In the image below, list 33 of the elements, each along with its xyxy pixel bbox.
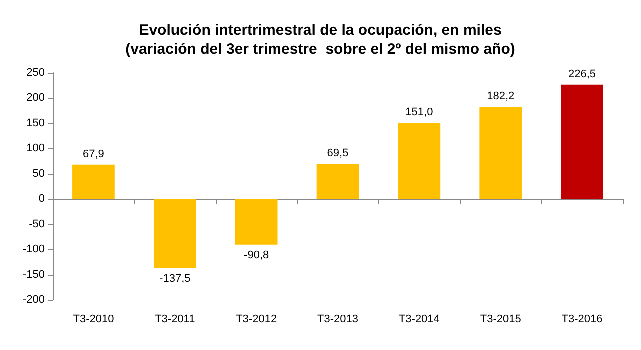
x-tick-label: T3-2012 <box>236 314 278 326</box>
x-tick-label: T3-2011 <box>155 314 196 326</box>
y-tick-label: -100 <box>22 244 45 256</box>
x-tick-label: T3-2013 <box>318 314 358 326</box>
x-tick-label: T3-2010 <box>73 314 114 326</box>
chart-title: Evolución intertrimestral de la ocupación, en miles <box>139 22 502 39</box>
x-tick-label: T3-2015 <box>480 314 522 326</box>
data-label: 151,0 <box>406 106 434 118</box>
chart-subtitle: (variación del 3er trimestre sobre el 2º del mismo año) <box>126 41 516 58</box>
y-tick-label: -50 <box>29 218 45 230</box>
data-label: 182,2 <box>487 90 515 103</box>
data-label: 67,9 <box>83 148 104 160</box>
y-tick-label: 200 <box>26 92 45 104</box>
data-label: 226,5 <box>568 68 596 80</box>
y-tick-label: 100 <box>26 142 45 155</box>
bar <box>235 199 278 245</box>
y-tick-label: -150 <box>22 268 45 281</box>
data-label: -137,5 <box>160 272 191 285</box>
x-tick-label: T3-2016 <box>562 314 603 326</box>
bar <box>480 107 522 200</box>
y-tick-label: 0 <box>38 193 45 206</box>
bar <box>398 122 441 200</box>
y-tick-label: -200 <box>22 294 45 306</box>
y-tick-label: 150 <box>26 117 45 130</box>
bar <box>154 199 196 268</box>
data-label: -90,8 <box>244 249 270 262</box>
bar <box>72 164 115 200</box>
bar <box>316 164 360 200</box>
x-tick-label: T3-2014 <box>398 314 440 326</box>
bar <box>561 84 604 200</box>
data-label: 69,5 <box>327 148 349 160</box>
y-tick-label: 250 <box>26 67 45 79</box>
y-tick-label: 50 <box>32 168 45 180</box>
